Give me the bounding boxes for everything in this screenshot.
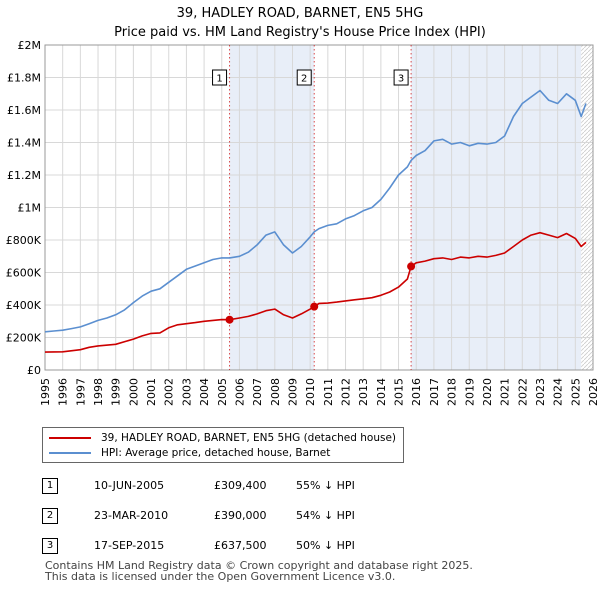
x-tick-label: 2000	[127, 378, 140, 406]
x-tick-label: 2017	[428, 378, 441, 406]
sale-marker-number-1: 1	[216, 74, 222, 85]
table-row: 3 17-SEP-2015 £637,500 50% ↓ HPI	[42, 538, 372, 554]
legend-swatch-property	[49, 437, 91, 439]
table-row: 2 23-MAR-2010 £390,000 54% ↓ HPI	[42, 508, 372, 524]
transaction-price: £637,500	[214, 539, 267, 552]
y-tick-label: £2M	[18, 39, 42, 52]
series-line-property	[44, 231, 587, 353]
transaction-hpi-diff: 55% ↓ HPI	[296, 479, 355, 492]
legend-item-hpi: HPI: Average price, detached house, Barn…	[49, 446, 330, 460]
transaction-date: 17-SEP-2015	[94, 539, 165, 552]
y-tick-label: £800K	[6, 234, 42, 247]
plot-border	[44, 44, 594, 371]
legend-label-property: 39, HADLEY ROAD, BARNET, EN5 5HG (detach…	[101, 432, 396, 444]
x-tick-label: 2003	[180, 378, 193, 406]
x-tick-label: 2013	[357, 378, 370, 406]
x-tick-label: 2025	[569, 378, 582, 406]
x-tick-label: 2001	[145, 378, 158, 406]
x-tick-label: 2021	[499, 378, 512, 406]
sale-point-3	[407, 262, 416, 271]
x-tick-label: 2009	[286, 378, 299, 406]
y-tick-label: £0	[27, 364, 41, 377]
footer-line-2: This data is licensed under the Open Gov…	[45, 570, 396, 583]
x-tick-label: 2023	[534, 378, 547, 406]
x-tick-label: 2014	[375, 378, 388, 406]
transaction-hpi-diff: 50% ↓ HPI	[296, 539, 355, 552]
x-tick-label: 2005	[216, 378, 229, 406]
transaction-price: £390,000	[214, 509, 267, 522]
x-tick-label: 2010	[304, 378, 317, 406]
x-tick-label: 2022	[516, 378, 529, 406]
legend-swatch-hpi	[49, 452, 91, 454]
y-tick-label: £1M	[18, 202, 42, 215]
x-tick-label: 2015	[393, 378, 406, 406]
transaction-number: 1	[42, 478, 58, 494]
chart-title-address: 39, HADLEY ROAD, BARNET, EN5 5HG	[176, 6, 424, 21]
y-tick-label: £600K	[6, 267, 42, 280]
y-tick-label: £1.2M	[7, 169, 41, 182]
sale-point-2	[310, 302, 319, 311]
x-tick-label: 1998	[92, 378, 105, 406]
price-chart: £0 £200K £400K £600K £800K £1M £1.2M £1.4M £1.6M…	[6, 39, 600, 406]
legend-label-hpi: HPI: Average price, detached house, Barn…	[101, 447, 331, 459]
transaction-price: £309,400	[214, 479, 267, 492]
chart-title-subtitle: Price paid vs. HM Land Registry's House …	[114, 25, 486, 40]
sale-marker-number-3: 3	[398, 74, 404, 85]
transaction-date: 23-MAR-2010	[94, 509, 169, 522]
y-tick-label: £400K	[6, 299, 42, 312]
x-tick-label: 1999	[110, 378, 123, 406]
transaction-number: 2	[42, 508, 58, 524]
x-tick-label: 2008	[269, 378, 282, 406]
x-tick-label: 2007	[251, 378, 264, 406]
sale-point-1	[225, 315, 234, 324]
series-line-hpi	[44, 89, 587, 333]
sale-marker-box-1	[212, 69, 228, 86]
y-tick-label: £200K	[6, 332, 42, 345]
chart-legend: 39, HADLEY ROAD, BARNET, EN5 5HG (detach…	[42, 427, 404, 463]
y-tick-label: £1.8M	[7, 72, 41, 85]
footer-copyright: Contains HM Land Registry data © Crown c…	[45, 560, 473, 582]
x-tick-label: 1997	[74, 378, 87, 406]
x-tick-label: 2026	[587, 378, 600, 406]
sale-marker-number-2: 2	[301, 74, 307, 85]
x-tick-label: 2006	[233, 378, 246, 406]
x-tick-label: 2019	[463, 378, 476, 406]
x-tick-label: 1995	[39, 378, 52, 406]
table-row: 1 10-JUN-2005 £309,400 55% ↓ HPI	[42, 478, 372, 494]
y-tick-label: £1.4M	[7, 137, 41, 150]
transaction-hpi-diff: 54% ↓ HPI	[296, 509, 355, 522]
x-tick-label: 2020	[481, 378, 494, 406]
sale-marker-box-3	[393, 69, 409, 86]
y-tick-label: £1.6M	[7, 104, 41, 117]
x-tick-label: 2018	[446, 378, 459, 406]
x-tick-label: 2012	[340, 378, 353, 406]
x-tick-label: 2016	[410, 378, 423, 406]
x-tick-label: 2024	[552, 378, 565, 406]
transaction-number: 3	[42, 538, 58, 554]
x-tick-label: 2004	[198, 378, 211, 406]
footer-line-1: Contains HM Land Registry data © Crown c…	[45, 559, 473, 572]
x-tick-label: 2011	[322, 378, 335, 406]
x-tick-label: 1996	[57, 378, 70, 406]
x-tick-label: 2002	[163, 378, 176, 406]
sale-marker-box-2	[296, 69, 312, 86]
transaction-date: 10-JUN-2005	[94, 479, 165, 492]
legend-item-property: 39, HADLEY ROAD, BARNET, EN5 5HG (detach…	[49, 431, 396, 445]
